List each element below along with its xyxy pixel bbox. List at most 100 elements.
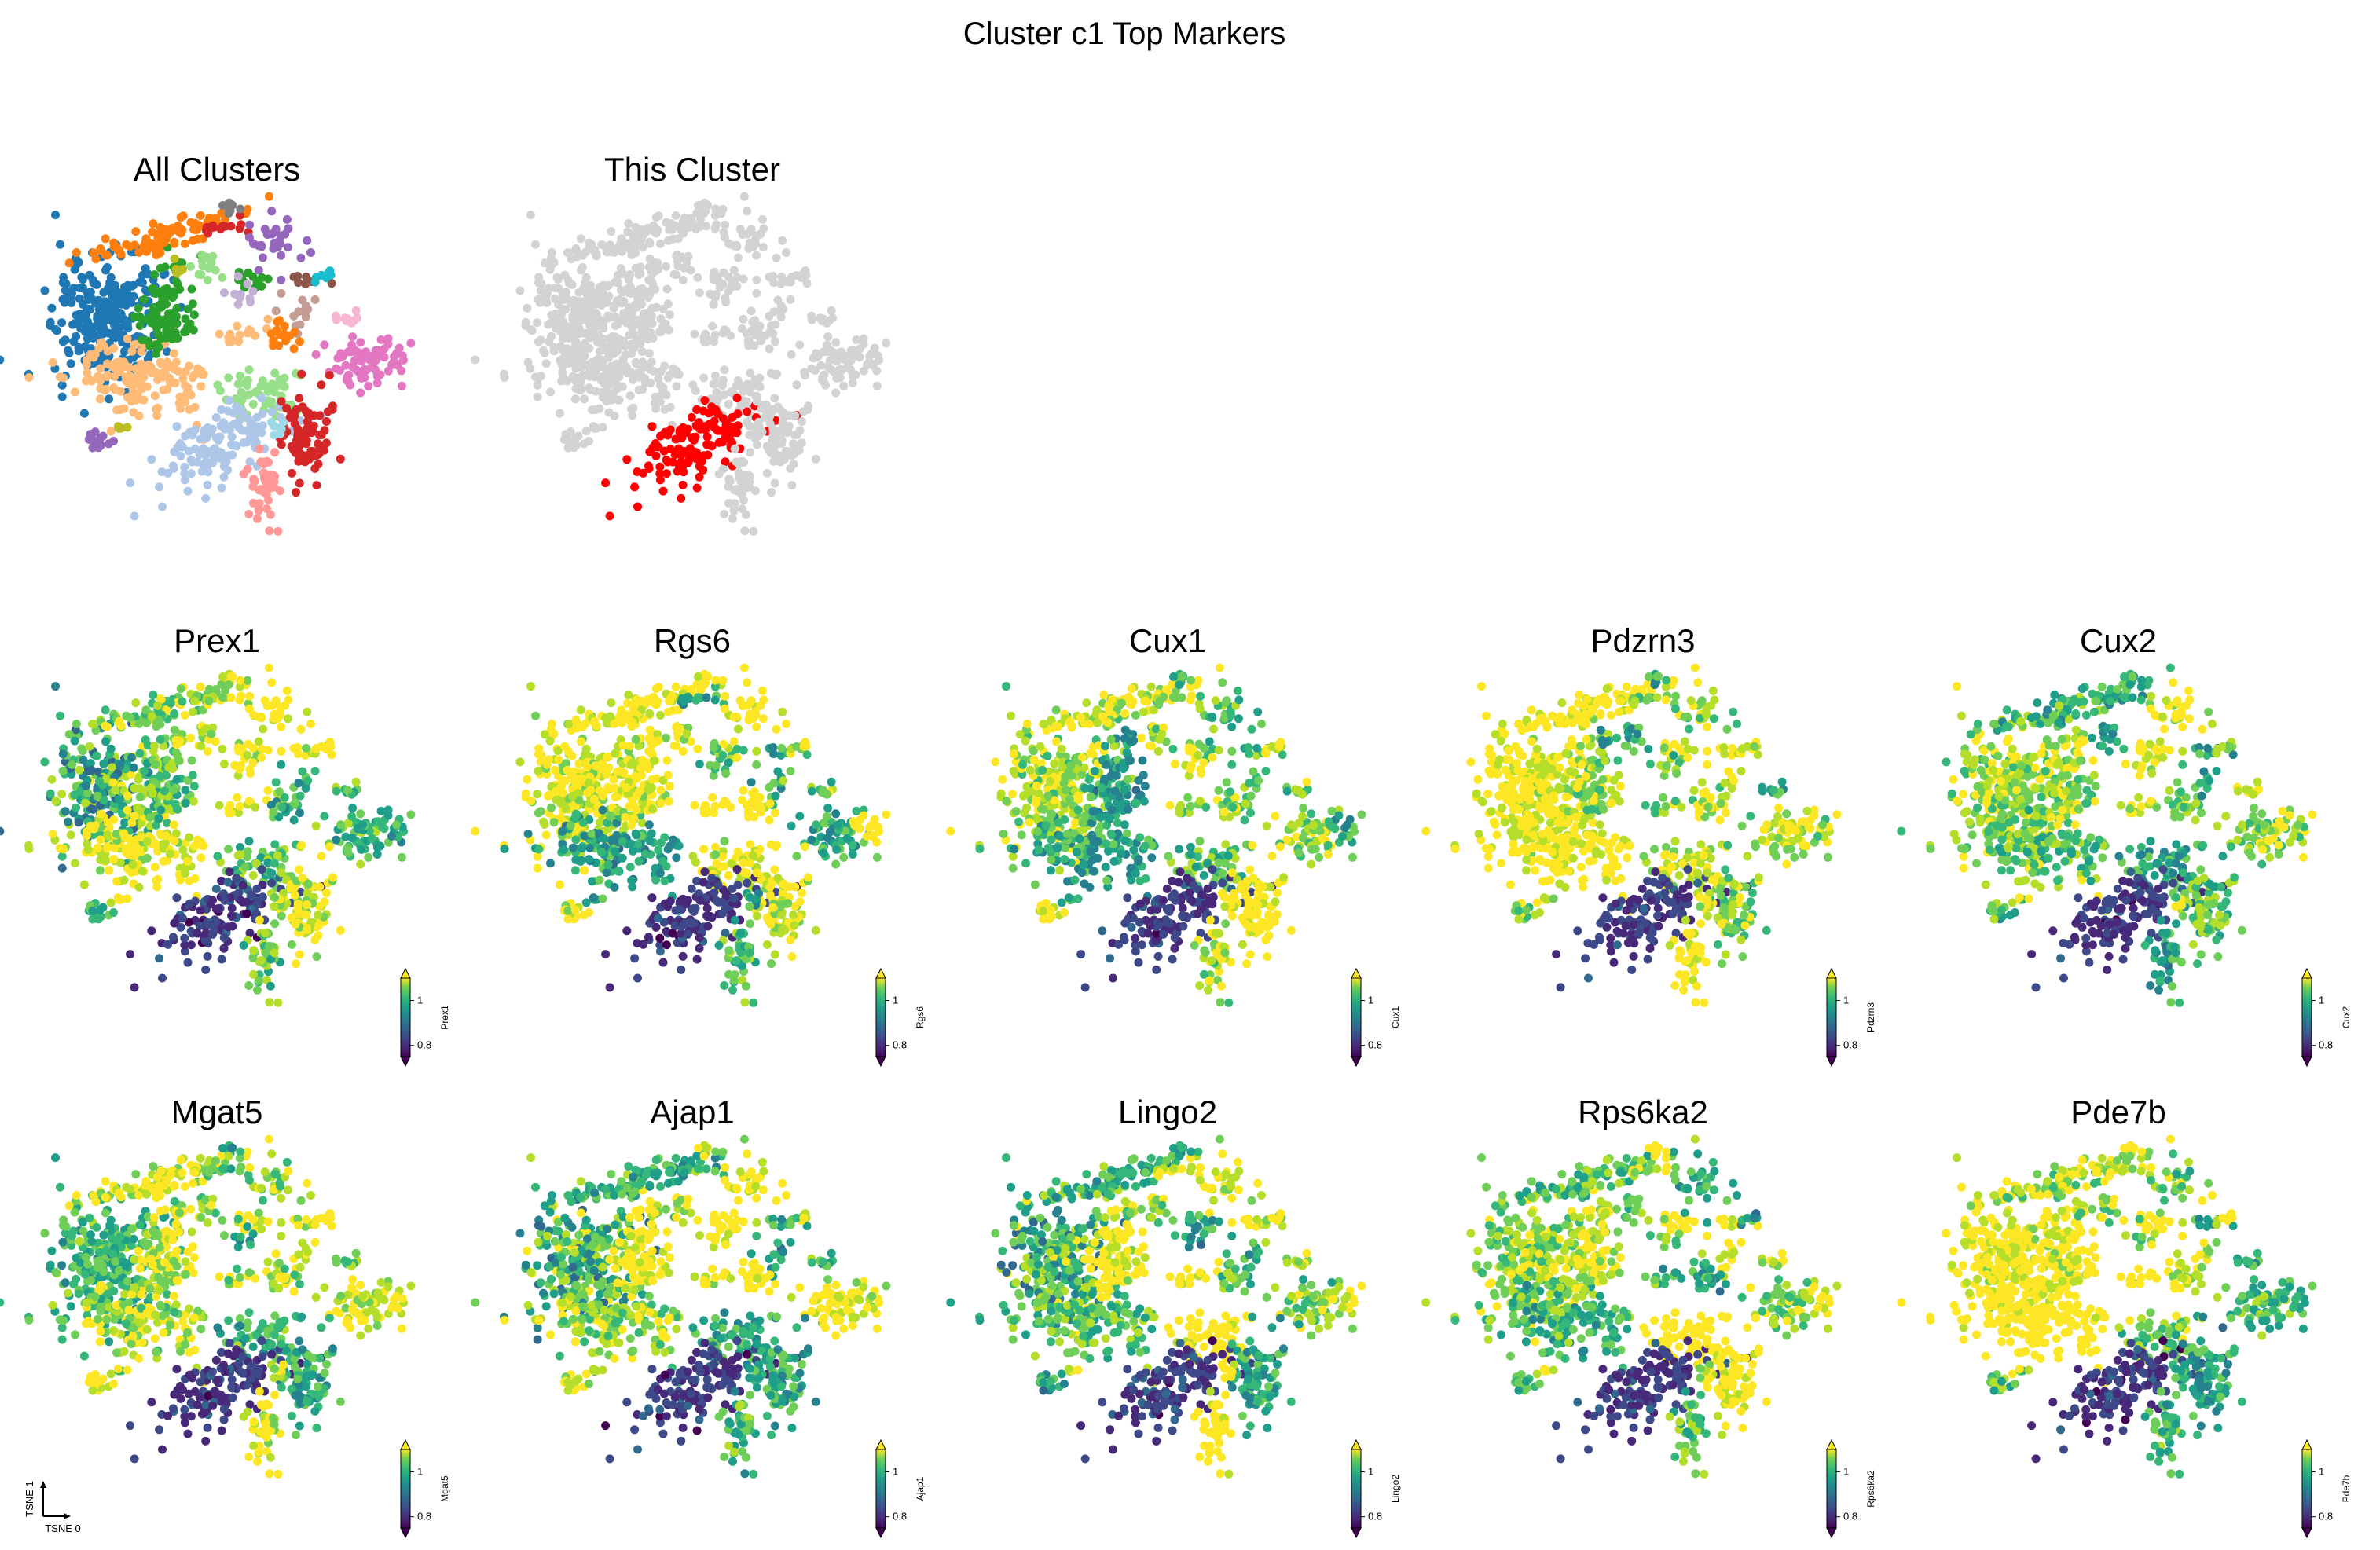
colorbar-tick-label: 0.8 (417, 1039, 431, 1051)
cell-point (584, 306, 593, 316)
cell-point (123, 423, 132, 432)
cell-point (772, 724, 781, 734)
cell-point (356, 388, 365, 398)
scatter-points (471, 192, 891, 536)
cell-point (678, 951, 688, 961)
cell-point (211, 446, 220, 456)
cell-point (630, 300, 640, 310)
cell-point (223, 878, 233, 887)
cell-point (152, 405, 161, 414)
cell-point (746, 698, 755, 707)
cell-point (238, 409, 248, 419)
cell-point (373, 346, 383, 355)
cell-point (103, 818, 112, 827)
cell-point (721, 457, 730, 467)
cell-point (178, 225, 187, 235)
cell-point (109, 383, 119, 393)
cell-point (244, 704, 254, 713)
cell-point (721, 691, 730, 701)
cell-point (872, 852, 882, 862)
cell-point (611, 321, 620, 330)
cell-point (135, 793, 145, 801)
cell-point (166, 698, 175, 708)
cell-point (260, 457, 270, 467)
cell-point (113, 422, 123, 431)
cell-point (658, 958, 668, 967)
cell-point (770, 394, 779, 403)
cell-point (568, 791, 578, 801)
cell-point (215, 801, 224, 810)
cell-point (127, 281, 136, 291)
cell-point (57, 380, 67, 390)
cell-point (699, 209, 709, 218)
cell-point (189, 236, 197, 245)
cell-point (271, 306, 281, 316)
cell-point (294, 307, 303, 317)
cell-point (570, 305, 579, 314)
cell-point (93, 843, 102, 852)
cell-point (187, 756, 196, 765)
cell-point (647, 804, 657, 814)
cell-point (549, 346, 559, 356)
cell-point (0, 826, 5, 836)
cell-point (789, 911, 798, 920)
cell-point (654, 374, 663, 383)
cell-point (273, 379, 282, 389)
cell-point (165, 378, 174, 387)
cell-point (750, 316, 759, 325)
cell-point (867, 349, 876, 358)
cell-point (625, 863, 635, 872)
cell-point (178, 845, 188, 855)
cell-point (101, 705, 110, 715)
cell-point (320, 426, 329, 435)
cell-point (650, 737, 659, 746)
cell-point (550, 294, 559, 303)
cell-point (189, 370, 199, 379)
cell-point (732, 753, 742, 762)
cell-point (521, 317, 530, 327)
cell-point (64, 346, 72, 355)
cell-point (87, 294, 97, 303)
cell-point (650, 266, 659, 275)
cell-point (752, 868, 761, 878)
cell-point (633, 368, 643, 378)
cell-point (622, 783, 631, 793)
cell-point (695, 288, 704, 298)
cell-point (123, 334, 132, 343)
cell-point (158, 502, 167, 511)
cell-point (248, 287, 258, 296)
cell-point (823, 804, 833, 813)
cell-point (650, 284, 659, 294)
cell-point (703, 922, 713, 931)
cell-point (78, 275, 87, 284)
cell-point (687, 884, 696, 893)
cell-point (665, 782, 674, 791)
cell-point (162, 299, 171, 309)
cell-point (586, 314, 596, 324)
cell-point (244, 797, 254, 806)
cell-point (827, 306, 836, 315)
cell-point (203, 951, 212, 961)
cell-point (541, 830, 551, 840)
cell-point (695, 472, 704, 482)
cell-point (660, 876, 669, 885)
cell-point (782, 248, 790, 257)
cell-point (122, 376, 130, 386)
cell-point (515, 286, 525, 295)
cell-point (246, 769, 255, 778)
cell-point (644, 933, 653, 942)
cell-point (156, 735, 165, 744)
cell-point (153, 701, 163, 710)
cell-point (589, 893, 598, 903)
cell-point (724, 399, 733, 409)
cell-point (589, 795, 599, 804)
cell-point (772, 369, 782, 379)
cell-point (664, 797, 673, 806)
cell-point (61, 335, 70, 345)
cell-point (248, 399, 258, 409)
cell-point (580, 394, 589, 404)
cell-point (166, 227, 175, 236)
cell-point (176, 213, 185, 222)
cell-point (563, 765, 572, 775)
cell-point (83, 355, 92, 365)
